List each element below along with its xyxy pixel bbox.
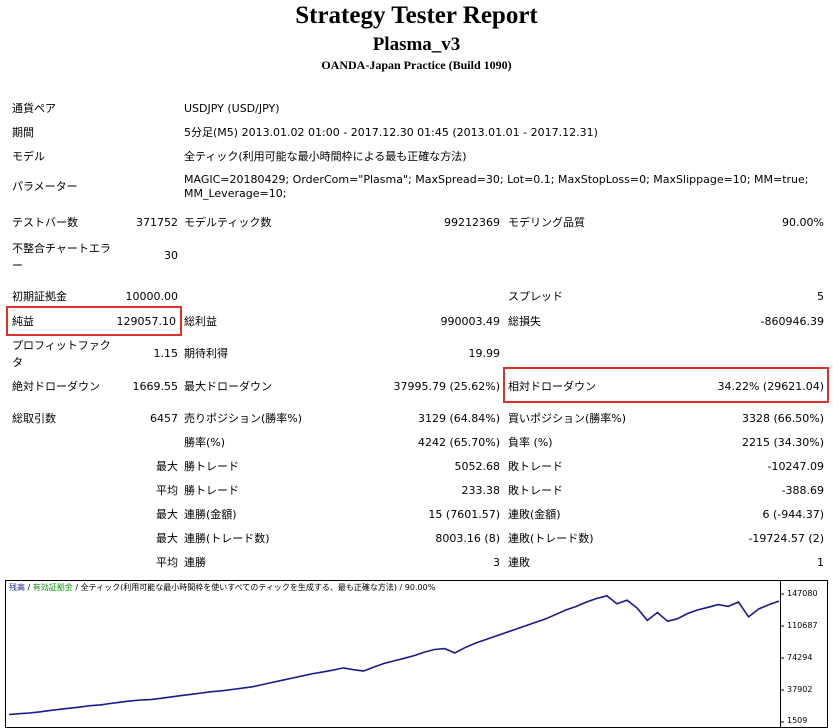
broker-name: OANDA-Japan Practice (Build 1090) bbox=[321, 58, 512, 72]
bars-label: テストバー数 bbox=[12, 216, 78, 229]
largest-prefix: 最大 bbox=[156, 460, 178, 473]
consecutive-loss-count-value: -19724.57 (2) bbox=[748, 532, 824, 545]
average-consecutive-losses-value: 1 bbox=[817, 556, 824, 569]
average-loss-value: -388.69 bbox=[781, 484, 824, 497]
long-positions-label: 買いポジション(勝率%) bbox=[508, 412, 627, 425]
loss-rate-value: 2215 (34.30%) bbox=[741, 436, 824, 449]
largest-loss-label: 敗トレード bbox=[508, 460, 563, 473]
parameters-label: パラメーター bbox=[12, 180, 78, 193]
average-win-label: 勝トレード bbox=[184, 484, 239, 497]
largest-win-value: 5052.68 bbox=[454, 460, 501, 473]
absolute-drawdown-label: 絶対ドローダウン bbox=[12, 380, 100, 393]
quality-label: モデリング品質 bbox=[508, 216, 585, 229]
gross-profit-value: 990003.49 bbox=[440, 315, 501, 328]
average-consecutive-wins-value: 3 bbox=[493, 556, 500, 569]
model-value: 全ティック(利用可能な最小時間枠による最も正確な方法) bbox=[184, 150, 467, 163]
y-tick-label: 74294 bbox=[787, 653, 813, 662]
short-positions-value: 3129 (64.84%) bbox=[417, 412, 500, 425]
legend-model: 全ティック(利用可能な最小時間枠を使いすべてのティックを生成する、最も正確な方法… bbox=[80, 583, 397, 592]
mismatch-errors-value: 30 bbox=[164, 249, 178, 262]
expected-payoff-label: 期待利得 bbox=[184, 347, 228, 360]
largest-loss-value: -10247.09 bbox=[767, 460, 824, 473]
loss-rate-label: 負率 (%) bbox=[508, 436, 553, 449]
balance-chart-svg bbox=[5, 580, 828, 728]
y-tick-label: 147080 bbox=[787, 589, 818, 598]
initial-deposit-label: 初期証拠金 bbox=[12, 290, 67, 303]
model-label: モデル bbox=[12, 150, 45, 163]
net-profit-value: 129057.10 bbox=[116, 315, 177, 328]
y-tick-label: 110687 bbox=[787, 621, 818, 630]
short-positions-label: 売りポジション(勝率%) bbox=[184, 412, 303, 425]
legend-equity: 有効証拠金 bbox=[32, 583, 73, 592]
avg-prefix-consecutive: 平均 bbox=[156, 556, 178, 569]
parameters-line-1: MAGIC=20180429; OrderCom="Plasma"; MaxSp… bbox=[184, 173, 809, 186]
spread-value: 5 bbox=[817, 290, 824, 303]
gross-loss-label: 総損失 bbox=[508, 315, 541, 328]
period-value: 5分足(M5) 2013.01.02 01:00 - 2017.12.30 01… bbox=[184, 126, 598, 139]
balance-series-line bbox=[8, 594, 780, 716]
consecutive-wins-money-label: 連勝(金額) bbox=[184, 508, 237, 521]
profit-factor-value: 1.15 bbox=[153, 347, 179, 360]
average-consecutive-wins-label: 連勝 bbox=[184, 556, 206, 569]
win-rate-value: 4242 (65.70%) bbox=[417, 436, 500, 449]
gross-profit-label: 総利益 bbox=[184, 315, 217, 328]
legend-quality: 90.00% bbox=[404, 583, 436, 592]
legend-separator: / bbox=[399, 583, 403, 592]
net-profit-label: 純益 bbox=[12, 315, 34, 328]
total-trades-value: 6457 bbox=[150, 412, 178, 425]
absolute-drawdown-value: 1669.55 bbox=[132, 380, 179, 393]
relative-drawdown-value: 34.22% (29621.04) bbox=[717, 380, 824, 393]
consecutive-wins-money-value: 15 (7601.57) bbox=[428, 508, 500, 521]
mismatch-errors-label: 不整合チャートエラー bbox=[12, 242, 111, 272]
average-loss-label: 敗トレード bbox=[508, 484, 563, 497]
symbol-label: 通貨ペア bbox=[12, 102, 56, 115]
relative-drawdown-highlight bbox=[503, 367, 829, 403]
ticks-value: 99212369 bbox=[444, 216, 500, 229]
legend-balance: 残高 bbox=[9, 583, 25, 592]
consecutive-losses-money-label: 連敗(金額) bbox=[508, 508, 561, 521]
report-title: Strategy Tester Report bbox=[295, 2, 538, 29]
ea-name: Plasma_v3 bbox=[372, 34, 461, 55]
ticks-label: モデルティック数 bbox=[184, 216, 272, 229]
initial-deposit-value: 10000.00 bbox=[125, 290, 179, 303]
total-trades-label: 総取引数 bbox=[12, 412, 56, 425]
parameters-line-2: MM_Leverage=10; bbox=[184, 187, 287, 200]
average-consecutive-losses-label: 連敗 bbox=[508, 556, 530, 569]
average-prefix: 平均 bbox=[156, 484, 178, 497]
bars-value: 371752 bbox=[136, 216, 178, 229]
legend-separator: / bbox=[27, 583, 31, 592]
maximal-drawdown-value: 37995.79 (25.62%) bbox=[393, 380, 500, 393]
long-positions-value: 3328 (66.50%) bbox=[741, 412, 824, 425]
y-tick-label: 37902 bbox=[787, 684, 813, 694]
profit-factor-label: プロフィットファクタ bbox=[12, 339, 111, 369]
win-rate-label: 勝率(%) bbox=[184, 436, 226, 449]
chart-legend: 残高 / 有効証拠金 / 全ティック(利用可能な最小時間枠を使いすべてのティック… bbox=[9, 582, 435, 593]
spread-label: スプレッド bbox=[508, 290, 563, 303]
relative-drawdown-label: 相対ドローダウン bbox=[508, 380, 596, 393]
maximal-drawdown-label: 最大ドローダウン bbox=[184, 380, 272, 393]
max-prefix-money: 最大 bbox=[156, 508, 178, 521]
consecutive-profit-count-value: 8003.16 (8) bbox=[435, 532, 500, 545]
symbol-value: USDJPY (USD/JPY) bbox=[184, 102, 280, 115]
quality-value: 90.00% bbox=[782, 216, 824, 229]
period-label: 期間 bbox=[12, 126, 34, 139]
legend-separator: / bbox=[75, 583, 79, 592]
consecutive-loss-count-label: 連敗(トレード数) bbox=[508, 532, 594, 545]
expected-payoff-value: 19.99 bbox=[468, 347, 501, 360]
max-prefix-count: 最大 bbox=[156, 532, 178, 545]
consecutive-losses-money-value: 6 (-944.37) bbox=[762, 508, 824, 521]
net-profit-highlight bbox=[6, 306, 182, 336]
y-tick-label: 1509 bbox=[787, 716, 808, 725]
largest-win-label: 勝トレード bbox=[184, 460, 239, 473]
gross-loss-value: -860946.39 bbox=[760, 315, 824, 328]
balance-chart: 残高 / 有効証拠金 / 全ティック(利用可能な最小時間枠を使いすべてのティック… bbox=[5, 580, 828, 728]
average-win-value: 233.38 bbox=[461, 484, 501, 497]
consecutive-profit-count-label: 連勝(トレード数) bbox=[184, 532, 270, 545]
